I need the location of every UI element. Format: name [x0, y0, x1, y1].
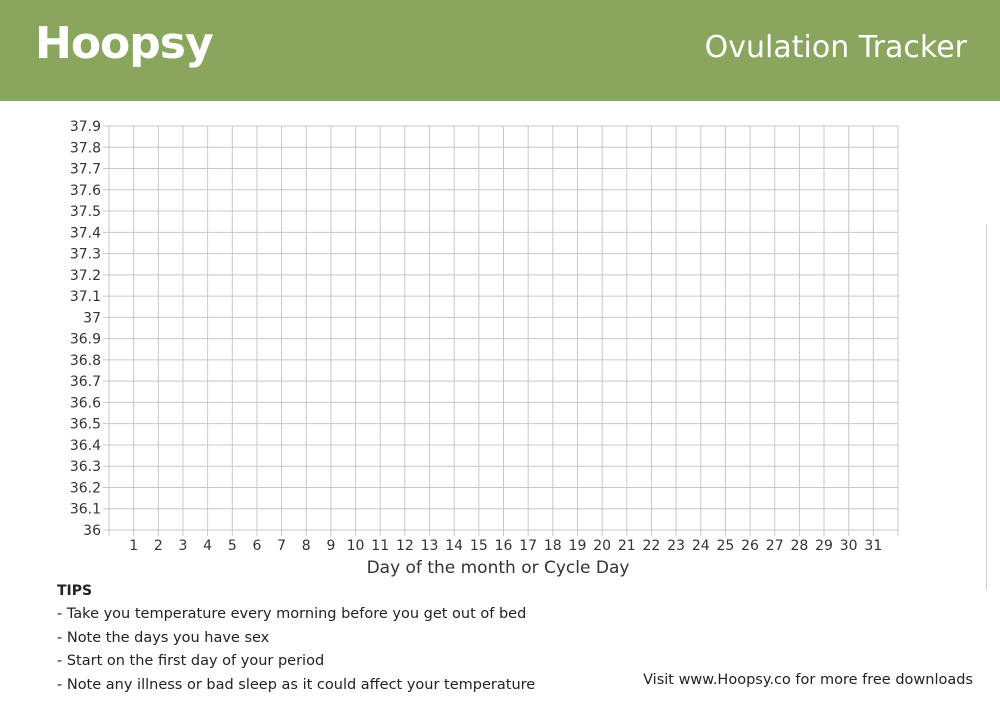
- x-tick-label: 24: [692, 538, 710, 554]
- y-tick-label: 36.6: [70, 395, 101, 411]
- x-tick-label: 29: [815, 538, 833, 554]
- y-tick-label: 36.2: [70, 480, 101, 496]
- x-tick-label: 10: [347, 538, 365, 554]
- y-tick-label: 36.7: [70, 374, 101, 390]
- tips-list: - Take you temperature every morning bef…: [57, 603, 535, 697]
- x-tick-label: 13: [421, 538, 439, 554]
- y-tick-label: 36.8: [70, 353, 101, 369]
- y-tick-label: 36.4: [70, 438, 101, 454]
- y-axis-tick-labels: 37.9 37.8 37.7 37.6 37.5 37.4 37.3 37.2 37.1 37 36…: [70, 119, 101, 539]
- y-tick-label: 36.5: [70, 417, 101, 433]
- x-tick-label: 27: [766, 538, 784, 554]
- y-tick-label: 37.7: [70, 162, 101, 178]
- x-tick-label: 23: [667, 538, 685, 554]
- x-tick-label: 20: [593, 538, 611, 554]
- x-tick-label: 4: [203, 538, 212, 554]
- visit-website-note: Visit www.Hoopsy.co for more free downlo…: [643, 672, 973, 688]
- header-bar: Hoopsy Ovulation Tracker: [0, 0, 1000, 101]
- tip-item: - Note any illness or bad sleep as it co…: [57, 676, 536, 693]
- y-tick-label: 37.4: [70, 225, 101, 241]
- page-title: Ovulation Tracker: [704, 30, 967, 65]
- x-tick-label: 28: [790, 538, 808, 554]
- x-axis-title: Day of the month or Cycle Day: [367, 558, 630, 578]
- x-tick-label: 30: [840, 538, 858, 554]
- tip-item: - Start on the first day of your period: [57, 653, 325, 669]
- y-tick-label: 37.1: [70, 289, 101, 305]
- tip-item: - Take you temperature every morning bef…: [57, 606, 527, 622]
- y-tick-label: 37.2: [70, 268, 101, 284]
- x-tick-label: 22: [643, 538, 661, 554]
- y-tick-label: 37.8: [70, 140, 101, 156]
- tip-item: - Note the days you have sex: [57, 629, 270, 646]
- hoopsy-logo: Hoopsy: [35, 18, 214, 69]
- y-tick-label: 37.5: [70, 204, 101, 220]
- x-tick-label: 6: [252, 538, 261, 554]
- y-tick-label: 37.3: [70, 247, 101, 263]
- y-tick-label: 36.1: [70, 502, 101, 518]
- x-tick-label: 18: [544, 538, 562, 554]
- x-tick-label: 15: [470, 538, 488, 554]
- y-tick-label: 36: [83, 523, 101, 539]
- x-tick-label: 31: [864, 538, 882, 554]
- page-edge-divider: [986, 224, 987, 590]
- chart-grid: [103, 125, 899, 536]
- x-tick-label: 26: [741, 538, 759, 554]
- x-tick-label: 16: [495, 538, 513, 554]
- y-tick-label: 36.3: [70, 459, 101, 475]
- x-tick-label: 1: [129, 538, 138, 554]
- x-tick-label: 21: [618, 538, 636, 554]
- x-tick-label: 8: [302, 538, 311, 554]
- tips-heading: TIPS: [57, 583, 93, 599]
- x-tick-label: 5: [228, 538, 237, 554]
- y-tick-label: 36.9: [70, 332, 101, 348]
- x-axis-tick-labels: 1 2 3 4 5 6 7 8 9 10 11 12 13 14 15 16 17 18 19 20 21 22 23 24 2…: [129, 538, 882, 554]
- x-tick-label: 14: [445, 538, 463, 554]
- x-tick-label: 19: [569, 538, 587, 554]
- tips-section: TIPS - Take you temperature every mornin…: [57, 581, 535, 697]
- x-tick-label: 2: [154, 538, 163, 554]
- y-tick-label: 37.9: [70, 119, 101, 135]
- x-tick-label: 7: [277, 538, 286, 554]
- x-tick-label: 17: [519, 538, 537, 554]
- y-tick-label: 37: [83, 310, 101, 326]
- x-tick-label: 9: [326, 538, 335, 554]
- y-tick-label: 37.6: [70, 183, 101, 199]
- x-tick-label: 25: [716, 538, 734, 554]
- x-tick-label: 3: [179, 538, 188, 554]
- x-tick-label: 11: [371, 538, 389, 554]
- x-tick-label: 12: [396, 538, 414, 554]
